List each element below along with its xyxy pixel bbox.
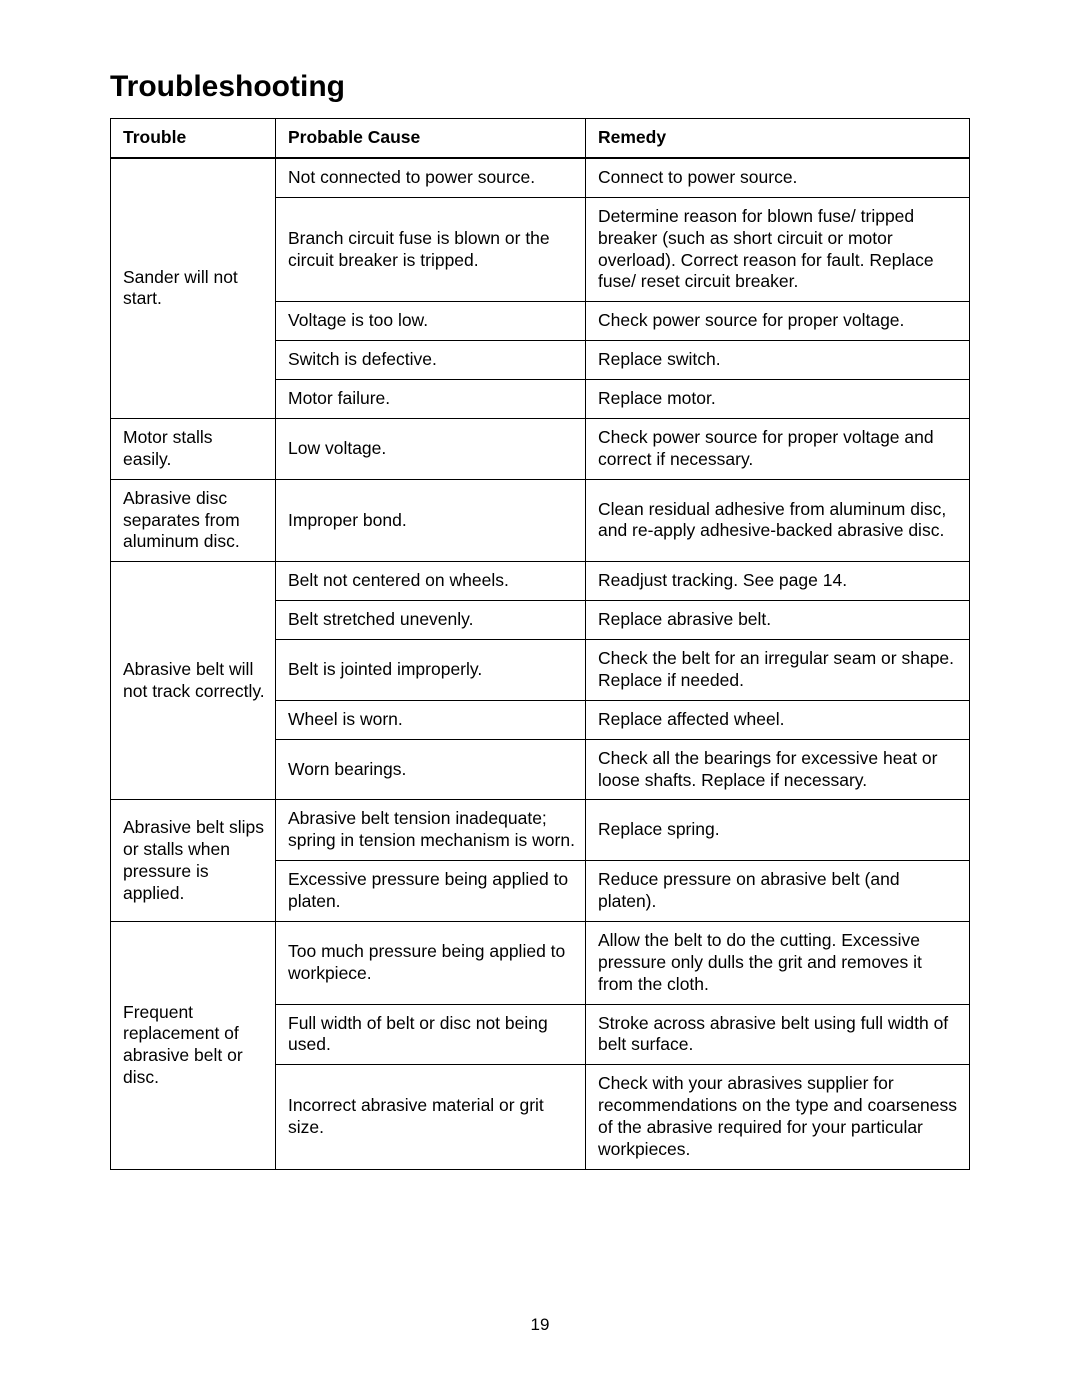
cell-remedy: Check power source for proper voltage.	[586, 302, 970, 341]
page-title: Troubleshooting	[110, 70, 970, 104]
cell-cause: Belt not centered on wheels.	[276, 562, 586, 601]
cell-cause: Low voltage.	[276, 418, 586, 479]
table-row: Frequent replacement of abrasive belt or…	[111, 921, 970, 1004]
col-header-remedy: Remedy	[586, 119, 970, 158]
cell-remedy: Readjust tracking. See page 14.	[586, 562, 970, 601]
col-header-trouble: Trouble	[111, 119, 276, 158]
page: Troubleshooting Trouble Probable Cause R…	[0, 0, 1080, 1397]
troubleshooting-table: Trouble Probable Cause Remedy Sander wil…	[110, 118, 970, 1170]
table-row: Motor stalls easily. Low voltage. Check …	[111, 418, 970, 479]
cell-remedy: Reduce pressure on abrasive belt (and pl…	[586, 861, 970, 922]
cell-cause: Wheel is worn.	[276, 700, 586, 739]
cell-remedy: Check with your abrasives supplier for r…	[586, 1065, 970, 1170]
cell-cause: Too much pressure being applied to workp…	[276, 921, 586, 1004]
cell-cause: Excessive pressure being applied to plat…	[276, 861, 586, 922]
cell-remedy: Replace affected wheel.	[586, 700, 970, 739]
cell-trouble: Frequent replacement of abrasive belt or…	[111, 921, 276, 1169]
cell-remedy: Stroke across abrasive belt using full w…	[586, 1004, 970, 1065]
table-body: Sander will not start. Not connected to …	[111, 158, 970, 1169]
cell-remedy: Replace motor.	[586, 380, 970, 419]
cell-cause: Full width of belt or disc not being use…	[276, 1004, 586, 1065]
cell-remedy: Allow the belt to do the cutting. Excess…	[586, 921, 970, 1004]
cell-cause: Worn bearings.	[276, 739, 586, 800]
cell-trouble: Abrasive belt will not track correctly.	[111, 562, 276, 800]
cell-cause: Incorrect abrasive material or grit size…	[276, 1065, 586, 1170]
cell-cause: Not connected to power source.	[276, 158, 586, 197]
cell-cause: Belt stretched unevenly.	[276, 601, 586, 640]
cell-cause: Motor failure.	[276, 380, 586, 419]
col-header-cause: Probable Cause	[276, 119, 586, 158]
table-row: Abrasive disc separates from aluminum di…	[111, 479, 970, 562]
cell-cause: Branch circuit fuse is blown or the circ…	[276, 197, 586, 302]
cell-trouble: Motor stalls easily.	[111, 418, 276, 479]
cell-cause: Abrasive belt tension inadequate; spring…	[276, 800, 586, 861]
cell-remedy: Check power source for proper voltage an…	[586, 418, 970, 479]
cell-remedy: Determine reason for blown fuse/ tripped…	[586, 197, 970, 302]
cell-trouble: Sander will not start.	[111, 158, 276, 419]
cell-cause: Belt is jointed improperly.	[276, 640, 586, 701]
table-row: Abrasive belt slips or stalls when press…	[111, 800, 970, 861]
cell-trouble: Abrasive disc separates from aluminum di…	[111, 479, 276, 562]
table-row: Sander will not start. Not connected to …	[111, 158, 970, 197]
table-header-row: Trouble Probable Cause Remedy	[111, 119, 970, 158]
cell-cause: Improper bond.	[276, 479, 586, 562]
cell-remedy: Connect to power source.	[586, 158, 970, 197]
table-row: Abrasive belt will not track correctly. …	[111, 562, 970, 601]
cell-remedy: Replace abrasive belt.	[586, 601, 970, 640]
cell-remedy: Check the belt for an irregular seam or …	[586, 640, 970, 701]
page-number: 19	[0, 1315, 1080, 1335]
cell-remedy: Clean residual adhesive from aluminum di…	[586, 479, 970, 562]
cell-remedy: Check all the bearings for excessive hea…	[586, 739, 970, 800]
cell-cause: Switch is defective.	[276, 341, 586, 380]
cell-cause: Voltage is too low.	[276, 302, 586, 341]
cell-remedy: Replace spring.	[586, 800, 970, 861]
cell-remedy: Replace switch.	[586, 341, 970, 380]
cell-trouble: Abrasive belt slips or stalls when press…	[111, 800, 276, 922]
